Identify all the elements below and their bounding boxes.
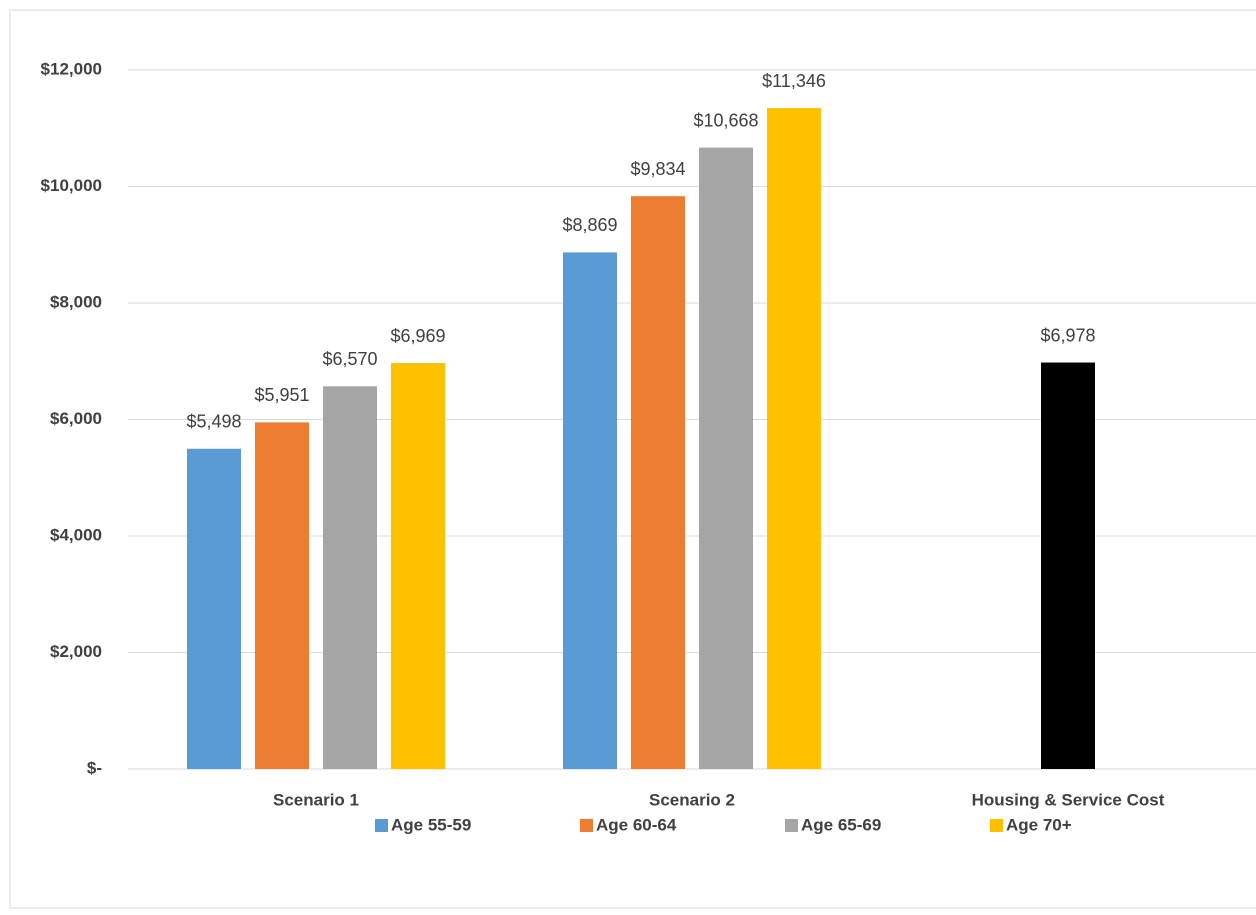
y-tick-label: $- [87, 758, 102, 777]
legend-swatch [375, 819, 388, 832]
bar [187, 448, 241, 769]
value-label: $9,834 [630, 159, 685, 179]
bar [563, 252, 617, 770]
legend-label: Age 55-59 [391, 815, 471, 834]
y-tick-label: $6,000 [50, 409, 102, 428]
value-label: $5,498 [186, 411, 241, 431]
value-label: $8,869 [562, 215, 617, 235]
legend-swatch [785, 819, 798, 832]
value-label: $11,346 [762, 71, 826, 91]
y-tick-label: $2,000 [50, 642, 102, 661]
x-tick-label: Scenario 1 [273, 790, 359, 809]
bar [323, 386, 377, 769]
legend-label: Age 70+ [1006, 815, 1072, 834]
legend-label: Age 60-64 [596, 815, 677, 834]
x-tick-label: Housing & Service Cost [972, 790, 1165, 809]
value-label: $6,978 [1040, 325, 1095, 345]
value-label: $5,951 [254, 385, 309, 405]
value-label: $6,570 [322, 349, 377, 369]
value-label: $10,668 [693, 110, 758, 130]
bar [631, 196, 685, 769]
x-tick-label: Scenario 2 [649, 790, 735, 809]
y-tick-label: $12,000 [41, 59, 102, 78]
y-tick-label: $10,000 [41, 176, 102, 195]
bar [391, 363, 445, 769]
bar [1041, 362, 1095, 769]
legend-label: Age 65-69 [801, 815, 881, 834]
bar [699, 147, 753, 770]
bar [767, 108, 821, 769]
y-tick-label: $8,000 [50, 292, 102, 311]
legend-swatch [580, 819, 593, 832]
bar [255, 422, 309, 769]
y-tick-label: $4,000 [50, 525, 102, 544]
value-label: $6,969 [390, 326, 445, 346]
legend-swatch [990, 819, 1003, 832]
chart-border [9, 9, 1256, 909]
